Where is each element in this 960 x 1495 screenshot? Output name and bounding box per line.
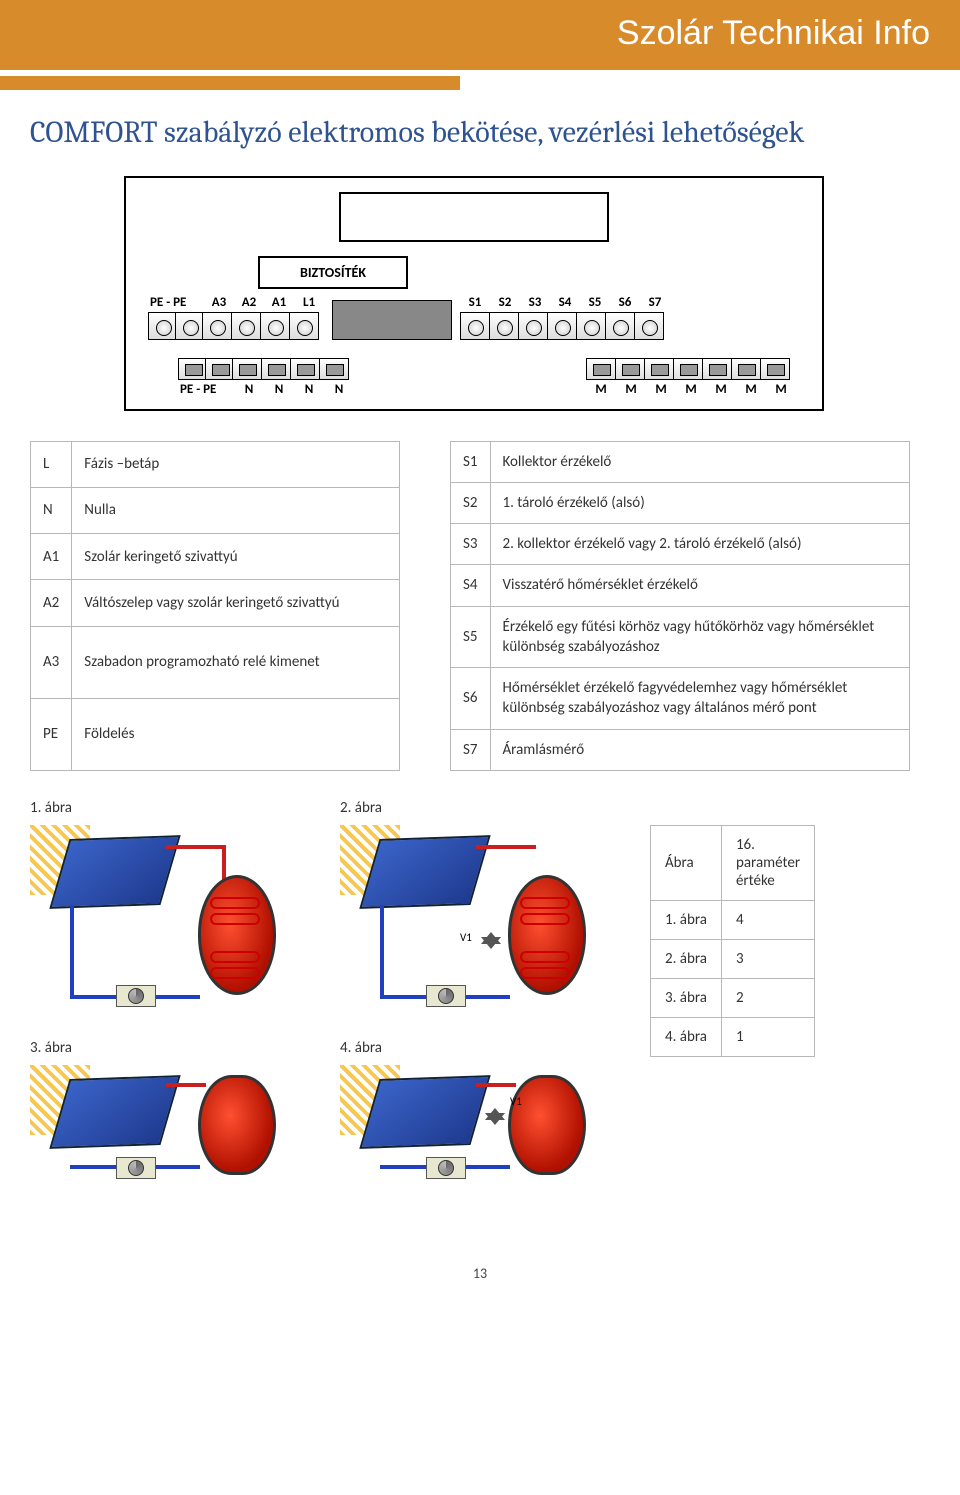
wiring-diagram: BIZTOSÍTÉK PE - PE A3 A2 A1 L1 S1 xyxy=(124,176,824,411)
figure-3-label: 3. ábra xyxy=(30,1039,310,1057)
code: A1 xyxy=(31,534,72,580)
label: M xyxy=(676,382,706,397)
label: M xyxy=(616,382,646,397)
section-title: COMFORT szabályzó elektromos bekötése, v… xyxy=(30,114,918,152)
desc: Szabadon programozható relé kimenet xyxy=(72,626,400,698)
label: S6 xyxy=(610,295,640,310)
figure-1 xyxy=(30,825,310,1025)
top-left-terminal-labels: PE - PE A3 A2 A1 L1 xyxy=(148,295,324,310)
valve-icon xyxy=(478,925,504,951)
figure-1-label: 1. ábra xyxy=(30,799,310,817)
label: L1 xyxy=(294,295,324,310)
parameter-table: Ábra 16. paraméter értéke 1. ábra4 2. áb… xyxy=(650,825,815,1057)
code: L xyxy=(31,441,72,487)
lcd-placeholder xyxy=(339,192,609,242)
top-left-terminals xyxy=(148,312,324,340)
code: S1 xyxy=(451,441,491,482)
param-head: 16. paraméter értéke xyxy=(721,825,814,900)
top-right-terminal-labels: S1 S2 S3 S4 S5 S6 S7 xyxy=(460,295,670,310)
label: A1 xyxy=(264,295,294,310)
cell: 3. ábra xyxy=(651,978,722,1017)
label: S5 xyxy=(580,295,610,310)
label: M xyxy=(706,382,736,397)
desc: Visszatérő hőmérséklet érzékelő xyxy=(490,565,910,606)
cell: 2. ábra xyxy=(651,939,722,978)
valve-label: V1 xyxy=(510,1095,522,1108)
label: N xyxy=(234,382,264,397)
desc: Kollektor érzékelő xyxy=(490,441,910,482)
label: A2 xyxy=(234,295,264,310)
figure-3 xyxy=(30,1065,310,1185)
param-head: Ábra xyxy=(651,825,722,900)
desc: Nulla xyxy=(72,487,400,533)
code: S3 xyxy=(451,524,491,565)
figure-4-label: 4. ábra xyxy=(340,1039,620,1057)
bottom-right-terminals xyxy=(586,358,796,380)
label: A3 xyxy=(204,295,234,310)
desc: Földelés xyxy=(72,698,400,770)
code: S6 xyxy=(451,668,491,730)
label: S3 xyxy=(520,295,550,310)
code: A2 xyxy=(31,580,72,626)
bottom-left-terminals xyxy=(178,358,354,380)
label: M xyxy=(766,382,796,397)
cell: 1. ábra xyxy=(651,900,722,939)
label: N xyxy=(264,382,294,397)
figure-2: V1 xyxy=(340,825,620,1025)
cell: 2 xyxy=(721,978,814,1017)
label: N xyxy=(294,382,324,397)
label: PE - PE xyxy=(148,295,204,310)
center-block xyxy=(332,300,452,340)
header-sub-band xyxy=(0,76,460,90)
desc: Áramlásmérő xyxy=(490,729,910,770)
desc: 2. kollektor érzékelő vagy 2. tároló érz… xyxy=(490,524,910,565)
page-number: 13 xyxy=(0,1265,960,1302)
header-band: Szolár Technikai Info xyxy=(0,0,960,70)
bottom-left-terminal-labels: PE - PE N N N N xyxy=(178,382,354,397)
desc: Szolár keringető szivattyú xyxy=(72,534,400,580)
label: S4 xyxy=(550,295,580,310)
desc: 1. tároló érzékelő (alsó) xyxy=(490,482,910,523)
valve-icon xyxy=(482,1101,508,1127)
desc: Fázis –betáp xyxy=(72,441,400,487)
right-definitions-table: S1Kollektor érzékelő S21. tároló érzékel… xyxy=(450,441,910,771)
code: N xyxy=(31,487,72,533)
valve-label: V1 xyxy=(460,931,472,944)
desc: Érzékelő egy fűtési körhöz vagy hűtőkörh… xyxy=(490,606,910,668)
label: M xyxy=(736,382,766,397)
label: M xyxy=(586,382,616,397)
code: A3 xyxy=(31,626,72,698)
code: PE xyxy=(31,698,72,770)
figure-2-label: 2. ábra xyxy=(340,799,620,817)
left-definitions-table: LFázis –betáp NNulla A1Szolár keringető … xyxy=(30,441,400,771)
label: S7 xyxy=(640,295,670,310)
code: S7 xyxy=(451,729,491,770)
fuse-box: BIZTOSÍTÉK xyxy=(258,256,408,289)
label: S2 xyxy=(490,295,520,310)
header-title: Szolár Technikai Info xyxy=(617,14,930,53)
label: PE - PE xyxy=(178,382,234,397)
cell: 3 xyxy=(721,939,814,978)
desc: Hőmérséklet érzékelő fagyvédelemhez vagy… xyxy=(490,668,910,730)
bottom-right-terminal-labels: M M M M M M M xyxy=(586,382,796,397)
figure-4: V1 xyxy=(340,1065,620,1185)
cell: 4. ábra xyxy=(651,1017,722,1056)
label: N xyxy=(324,382,354,397)
desc: Váltószelep vagy szolár keringető szivat… xyxy=(72,580,400,626)
cell: 1 xyxy=(721,1017,814,1056)
top-right-terminals xyxy=(460,312,670,340)
label: M xyxy=(646,382,676,397)
label: S1 xyxy=(460,295,490,310)
cell: 4 xyxy=(721,900,814,939)
code: S4 xyxy=(451,565,491,606)
code: S5 xyxy=(451,606,491,668)
code: S2 xyxy=(451,482,491,523)
